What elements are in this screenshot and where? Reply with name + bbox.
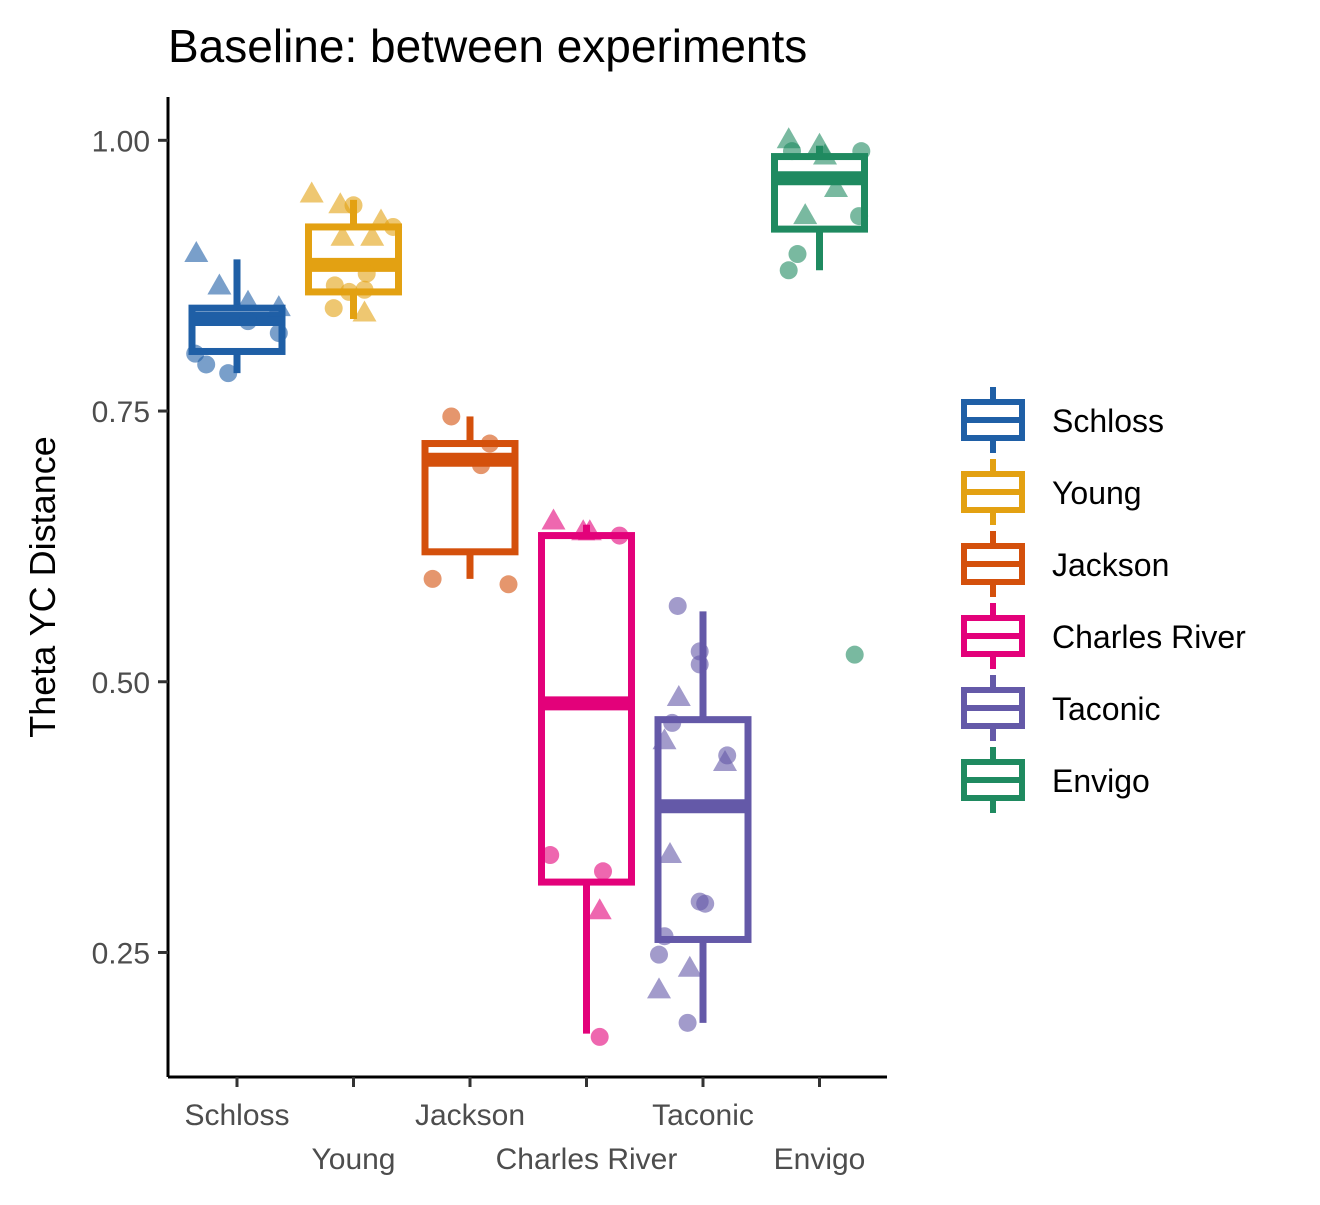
legend-label-young: Young [1052, 475, 1142, 511]
x-tick-label-taconic: Taconic [652, 1099, 754, 1132]
legend-label-envigo: Envigo [1052, 763, 1150, 799]
point-young-7 [325, 276, 344, 295]
legend-label-jackson: Jackson [1052, 547, 1169, 583]
legend-label-charles-river: Charles River [1052, 619, 1246, 655]
point-taconic-8 [690, 655, 709, 674]
point-envigo-4 [813, 143, 837, 165]
point-taconic-3 [658, 841, 682, 863]
box-jackson [421, 440, 519, 556]
point-charles-river-7 [590, 1027, 609, 1046]
point-young-9 [340, 282, 359, 301]
point-schloss-1 [207, 273, 232, 295]
series-taconic [647, 596, 752, 1032]
point-charles-river-0 [541, 508, 566, 530]
point-schloss-4 [186, 344, 205, 363]
legend-label-taconic: Taconic [1052, 691, 1161, 727]
point-taconic-1 [652, 728, 677, 750]
series-envigo [771, 127, 871, 664]
point-schloss-7 [239, 312, 257, 331]
point-schloss-5 [197, 355, 216, 374]
point-jackson-3 [423, 569, 442, 588]
x-tick-label-jackson: Jackson [415, 1099, 525, 1132]
point-envigo-9 [779, 261, 798, 280]
point-taconic-10 [718, 746, 737, 765]
chart-title: Baseline: between experiments [168, 20, 807, 72]
legend: Schloss Young Jackson Charles River Taconic E… [961, 387, 1246, 813]
point-charles-river-5 [541, 846, 560, 865]
y-tick-label-1: 0.50 [92, 667, 150, 700]
legend-item-schloss: Schloss [961, 387, 1164, 453]
point-taconic-4 [677, 955, 702, 977]
point-jackson-1 [480, 434, 499, 453]
point-envigo-10 [845, 645, 864, 664]
point-young-6 [344, 196, 363, 215]
point-taconic-14 [650, 945, 668, 964]
axis-layer: 0.25 0.50 0.75 1.00 Schloss Young Jackson Charl… [92, 97, 887, 1176]
point-taconic-12 [696, 894, 715, 913]
y-tick-label-0: 0.25 [92, 937, 150, 970]
point-charles-river-6 [594, 862, 612, 881]
point-jackson-2 [472, 456, 490, 475]
series-schloss [184, 240, 291, 383]
series-jackson [421, 407, 519, 594]
point-jackson-4 [499, 575, 518, 594]
point-envigo-8 [788, 245, 807, 264]
y-tick-label-3: 1.00 [92, 125, 150, 158]
x-tick-label-young: Young [312, 1143, 396, 1176]
series-charles-river [538, 508, 635, 1046]
x-tick-label-charles-river: Charles River [496, 1143, 678, 1176]
point-taconic-6 [668, 596, 687, 615]
plot-layer [184, 127, 871, 1046]
point-schloss-3 [266, 295, 291, 317]
point-taconic-0 [666, 684, 691, 706]
x-tick-label-schloss: Schloss [184, 1099, 289, 1132]
legend-item-jackson: Jackson [961, 531, 1169, 597]
point-young-8 [324, 299, 343, 318]
point-jackson-0 [442, 407, 461, 426]
point-schloss-0 [184, 240, 209, 262]
point-young-11 [357, 264, 376, 283]
point-young-2 [330, 224, 355, 246]
y-tick-label-2: 0.75 [92, 396, 150, 429]
point-young-5 [352, 300, 377, 322]
point-taconic-15 [678, 1013, 697, 1032]
point-envigo-7 [850, 207, 869, 226]
point-young-12 [384, 217, 403, 236]
point-envigo-5 [783, 142, 801, 161]
point-envigo-3 [824, 176, 848, 198]
legend-item-charles-river: Charles River [961, 603, 1246, 669]
legend-item-taconic: Taconic [961, 675, 1161, 741]
point-envigo-2 [793, 203, 818, 225]
legend-item-envigo: Envigo [961, 747, 1150, 813]
y-axis-title: Theta YC Distance [22, 436, 63, 737]
point-taconic-7 [690, 642, 709, 661]
point-envigo-6 [852, 142, 871, 161]
point-young-10 [355, 280, 374, 299]
point-schloss-2 [236, 289, 260, 311]
series-young [299, 181, 403, 322]
point-schloss-8 [269, 324, 288, 343]
point-young-3 [360, 224, 385, 246]
point-taconic-9 [663, 713, 682, 732]
x-tick-label-envigo: Envigo [774, 1143, 866, 1176]
point-charles-river-4 [610, 526, 629, 545]
box-taconic [654, 716, 752, 943]
point-taconic-5 [647, 977, 671, 999]
legend-item-young: Young [961, 459, 1142, 525]
point-young-0 [299, 181, 324, 203]
point-charles-river-3 [587, 898, 612, 920]
point-charles-river-2 [577, 519, 602, 541]
legend-label-schloss: Schloss [1052, 403, 1164, 439]
point-taconic-13 [655, 927, 674, 946]
point-schloss-6 [219, 364, 238, 383]
